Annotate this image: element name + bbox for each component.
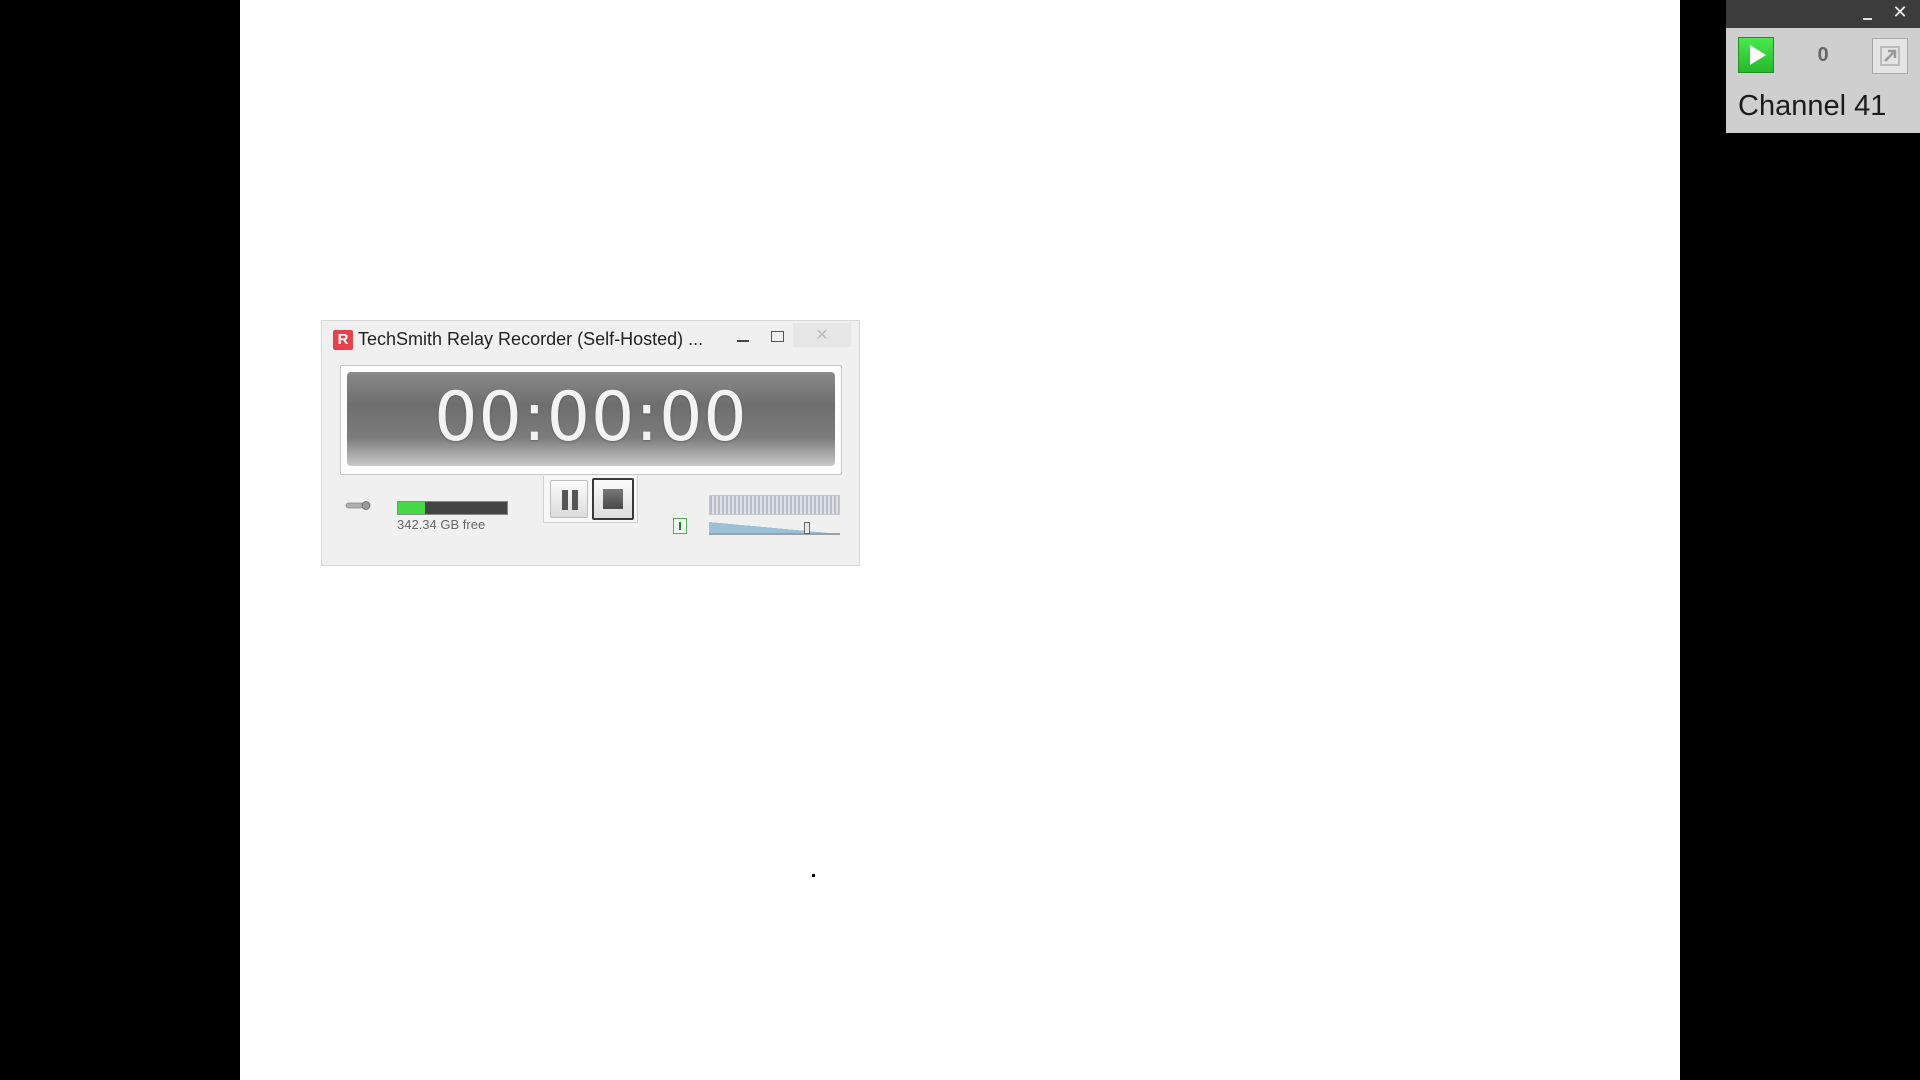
channel-widget: ✕ 0 Channel 41 (1726, 0, 1920, 133)
play-button[interactable] (1738, 37, 1774, 73)
storage-meter-fill (398, 502, 426, 514)
maximize-button[interactable] (760, 324, 794, 350)
channel-minimize-button[interactable] (1860, 6, 1876, 22)
popout-icon (1880, 46, 1900, 66)
volume-slider-base (709, 533, 840, 535)
channel-widget-titlebar[interactable]: ✕ (1726, 0, 1920, 28)
recorder-window: R TechSmith Relay Recorder (Self-Hosted)… (321, 320, 860, 566)
window-title: TechSmith Relay Recorder (Self-Hosted) .… (358, 329, 704, 349)
stop-button[interactable] (592, 478, 634, 520)
minimize-button[interactable] (725, 324, 759, 350)
timer-frame: 00:00:00 (340, 365, 842, 475)
recorder-titlebar[interactable]: R TechSmith Relay Recorder (Self-Hosted)… (322, 321, 859, 359)
mouse-cursor (812, 874, 815, 877)
audio-level-meter (709, 495, 840, 515)
volume-slider-thumb[interactable] (804, 522, 811, 534)
recording-controls (543, 476, 638, 523)
channel-close-button[interactable]: ✕ (1892, 2, 1908, 23)
relay-app-icon: R (333, 330, 353, 350)
storage-meter (397, 501, 508, 515)
volume-icon[interactable] (673, 518, 687, 534)
popout-button[interactable] (1872, 38, 1908, 74)
timer-display: 00:00:00 (347, 372, 835, 466)
recording-timer: 00:00:00 (434, 378, 748, 457)
microphone-icon (344, 497, 374, 513)
storage-free-label: 342.34 GB free (397, 517, 486, 532)
pause-button[interactable] (550, 480, 588, 518)
volume-slider[interactable] (709, 521, 840, 535)
channel-label: Channel 41 (1738, 90, 1887, 122)
close-button[interactable]: ✕ (793, 323, 851, 347)
